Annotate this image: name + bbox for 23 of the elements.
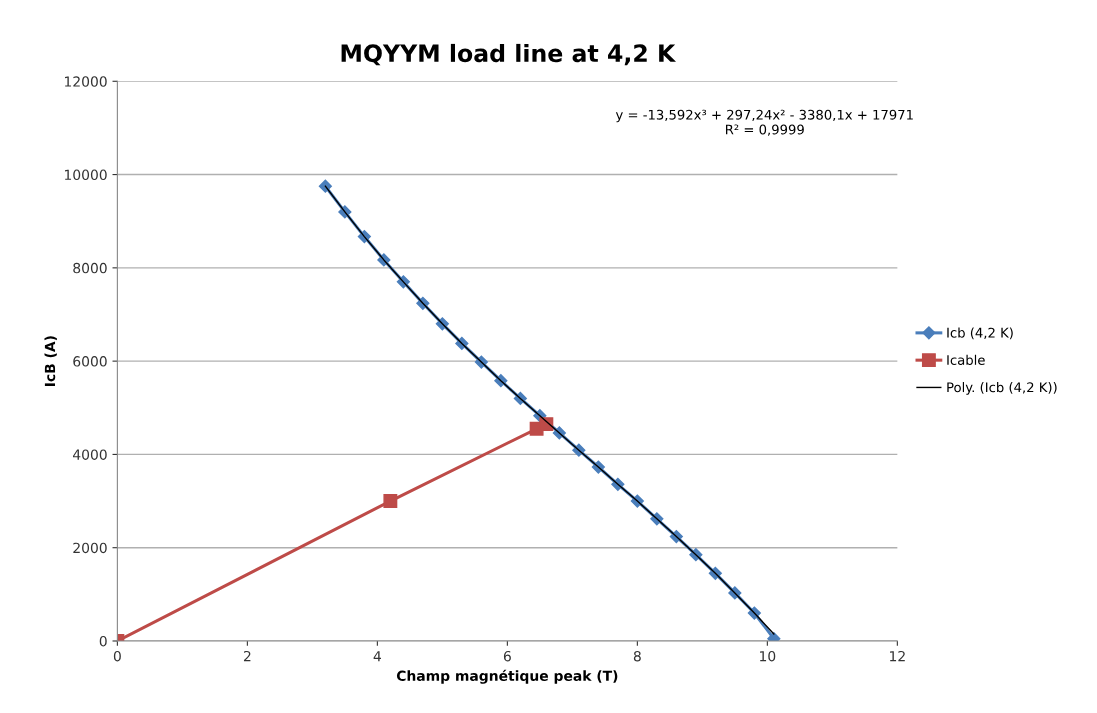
x-tick-label: 10: [760, 650, 776, 662]
point: [318, 179, 332, 193]
y-tick-label: 10000: [65, 169, 107, 181]
y-tick-label: 6000: [73, 356, 107, 367]
x-tick-label: 8: [633, 650, 641, 662]
x-tick-label: 2: [243, 650, 251, 662]
x-tick-label: 4: [373, 651, 382, 662]
chart-title: MQYYM load line at 4,2 K: [341, 43, 677, 66]
y-tick-label: 0: [99, 635, 107, 647]
y-tick-label: 4000: [72, 449, 107, 460]
x-tick-label: 6: [503, 650, 511, 662]
x-axis-title: Champ magnétique peak (T): [396, 669, 618, 684]
legend-label: Icb (4,2 K): [947, 327, 1013, 340]
x-tick-label: 0: [113, 650, 121, 662]
legend-label: Icable: [947, 354, 985, 365]
annotation: y = -13,592x³ + 297,24x² - 3380,1x + 17971 R² = 0,9999: [615, 109, 913, 136]
y-tick-label: 12000: [65, 76, 107, 87]
y-axis-title: IcB (A): [44, 336, 57, 386]
x-tick-label: 12: [890, 650, 905, 662]
point: [383, 494, 398, 509]
y-tick-label: 2000: [73, 542, 107, 554]
legend-label: Poly. (Icb (4,2 K)): [947, 382, 1057, 395]
y-tick-label: 8000: [73, 262, 107, 274]
